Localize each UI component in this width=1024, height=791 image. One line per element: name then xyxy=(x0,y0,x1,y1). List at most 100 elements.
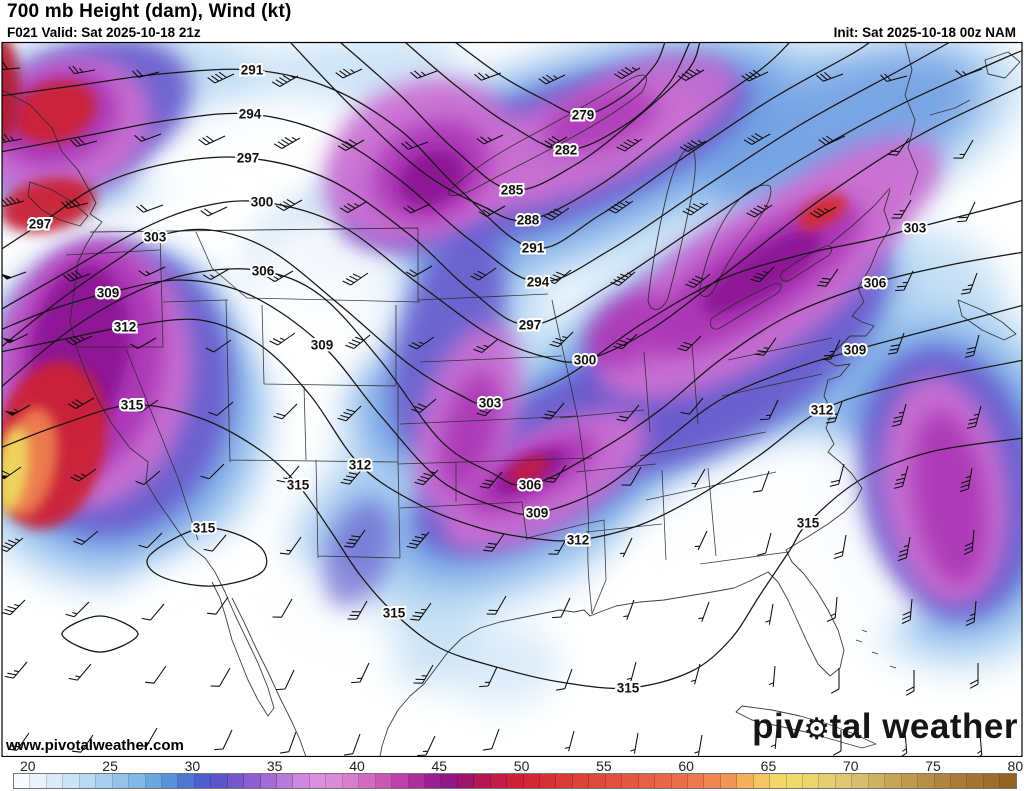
height-contour-315 xyxy=(146,527,268,587)
wind-barb xyxy=(809,206,837,218)
colorbar-cell xyxy=(14,774,31,788)
wind-barb xyxy=(135,470,161,485)
wind-barb xyxy=(132,69,160,78)
st-lawrence-river xyxy=(829,187,891,245)
colorbar-cell xyxy=(819,774,836,788)
wind-barb xyxy=(351,662,370,684)
pivotal-weather-logo: piv ⚙ tal weather xyxy=(752,707,1018,747)
wind-barb xyxy=(72,734,94,753)
wind-barb xyxy=(626,661,637,683)
wind-barb xyxy=(4,661,28,679)
contour-label-282: 282 xyxy=(555,143,578,158)
wind-barb xyxy=(478,205,506,217)
colorbar-cell xyxy=(704,774,721,788)
colorbar-cell xyxy=(326,774,343,788)
wind-barb xyxy=(957,201,976,223)
colorbar-cell xyxy=(63,774,80,788)
wind-barb xyxy=(816,72,844,82)
wind-barb xyxy=(343,733,361,756)
contour-label-315: 315 xyxy=(617,681,640,696)
contour-label-315: 315 xyxy=(287,478,310,493)
contour-label-309: 309 xyxy=(97,286,120,301)
wind-barb xyxy=(760,399,779,421)
colorbar-cell xyxy=(408,774,425,788)
lake-huron xyxy=(699,184,772,297)
wind-barb xyxy=(414,469,439,486)
wind-barb xyxy=(410,70,438,79)
coastline-quebec xyxy=(904,42,1021,196)
colorbar-cell xyxy=(753,774,771,788)
wind-barb xyxy=(132,399,159,413)
wind-barb xyxy=(613,333,638,350)
wind-barb xyxy=(337,139,365,151)
height-contour-279 xyxy=(454,42,666,116)
cuba xyxy=(735,705,877,749)
colorbar-cell xyxy=(145,774,162,788)
wind-barb xyxy=(200,463,225,480)
colorbar-cell xyxy=(441,774,458,788)
gear-icon: ⚙ xyxy=(803,712,831,747)
colorbar-cell xyxy=(178,774,195,788)
wind-barb xyxy=(406,531,430,549)
colorbar-cell xyxy=(852,774,869,788)
contour-label-300: 300 xyxy=(574,353,597,368)
wind-barb xyxy=(205,339,232,353)
wind-barb xyxy=(829,463,845,487)
wind-shade-blob xyxy=(507,456,549,484)
wind-shade-blob xyxy=(131,91,369,209)
wind-barb xyxy=(964,334,980,358)
height-contour-309 xyxy=(2,279,1022,515)
wind-barb xyxy=(417,735,436,757)
wind-barb xyxy=(613,67,641,79)
wind-barb xyxy=(969,663,979,689)
contour-label-312: 312 xyxy=(567,533,590,548)
wind-barb xyxy=(280,536,302,555)
colorbar-tick-30: 30 xyxy=(184,758,201,774)
wind-barb xyxy=(342,272,369,286)
wind-barb xyxy=(552,597,571,619)
wind-barb xyxy=(411,398,437,413)
contour-label-303: 303 xyxy=(479,396,502,411)
wind-barb xyxy=(272,598,293,618)
wind-barb xyxy=(273,137,301,149)
wind-barb xyxy=(413,664,434,684)
wind-barb xyxy=(680,397,704,415)
wind-barb xyxy=(891,403,907,427)
model-init-time: Init: Sat 2025-10-18 00z NAM xyxy=(833,25,1016,40)
wind-barb xyxy=(685,273,711,288)
colorbar-cell xyxy=(720,774,738,788)
wind-barb xyxy=(822,339,841,361)
height-contour-315 xyxy=(61,615,139,653)
colorbar-tick-65: 65 xyxy=(760,758,777,774)
colorbar-cell xyxy=(556,774,573,788)
colorbar-cell xyxy=(918,774,935,788)
contour-label-279: 279 xyxy=(572,108,595,123)
colorbar-cell xyxy=(572,774,590,788)
wind-barb xyxy=(966,405,982,429)
wind-barb xyxy=(67,397,95,409)
wind-barb xyxy=(134,133,162,142)
colorbar-tick-55: 55 xyxy=(596,758,612,774)
wind-barb xyxy=(755,337,777,356)
height-contour-303 xyxy=(2,199,1022,405)
wind-shade-blob xyxy=(702,229,822,315)
wind-barb xyxy=(11,404,31,416)
wind-barb xyxy=(269,332,296,346)
wind-barb xyxy=(273,403,298,420)
contour-label-309: 309 xyxy=(526,506,549,521)
wind-barb xyxy=(70,468,97,482)
wind-barb xyxy=(830,668,840,694)
contour-label-315: 315 xyxy=(121,398,144,413)
wind-barb xyxy=(68,65,96,75)
colorbar-tick-80: 80 xyxy=(1007,758,1024,774)
wind-barb xyxy=(817,268,839,287)
geography-layer xyxy=(2,42,1021,757)
height-contour-291 xyxy=(2,42,871,250)
colorbar-cell xyxy=(737,774,754,788)
wind-speed-colorbar xyxy=(13,773,1017,789)
wind-shade-blob xyxy=(542,87,658,153)
wind-barb xyxy=(141,603,165,621)
wind-barb xyxy=(691,468,706,488)
colorbar-cell xyxy=(786,774,803,788)
